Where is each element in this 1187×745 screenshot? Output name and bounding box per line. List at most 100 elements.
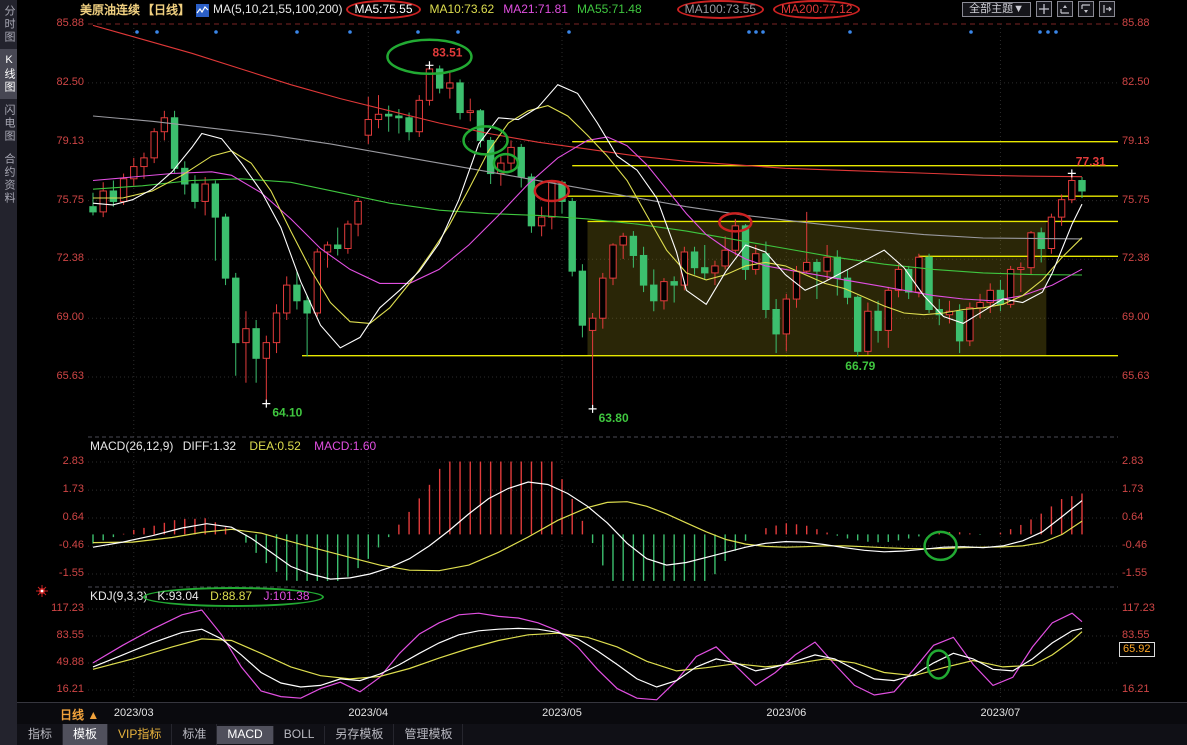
kdj-header: KDJ(9,3,3) K:93.04 D:88.87 J:101.38 — [90, 587, 324, 607]
price-annotation: 64.10 — [272, 406, 302, 420]
ma-settings-label: MA(5,10,21,55,100,200) — [213, 2, 343, 16]
ma-legend-value: MA55:71.48 — [576, 2, 642, 16]
sidebar-item-view[interactable]: 闪电图 — [3, 104, 15, 143]
candle — [119, 178, 128, 202]
event-marker-dot[interactable] — [1038, 30, 1042, 34]
event-marker-dot[interactable] — [295, 30, 299, 34]
alert-icon — [36, 584, 48, 602]
kline-type-icon[interactable] — [196, 3, 210, 17]
pane-down-icon[interactable] — [1078, 1, 1094, 17]
candle — [690, 251, 699, 269]
axis-label: 69.00 — [1122, 311, 1150, 324]
gridlines — [88, 23, 1118, 700]
sidebar-item-active[interactable]: K线图 — [0, 49, 17, 99]
tab-指标[interactable]: 指标 — [18, 724, 64, 745]
candle — [160, 117, 169, 133]
tab-模板[interactable]: 模板 — [63, 724, 109, 745]
candle — [456, 82, 464, 114]
macd-diff-value: DIFF:1.32 — [182, 439, 237, 453]
candle — [1047, 216, 1056, 249]
tab-管理模板[interactable]: 管理模板 — [394, 724, 464, 745]
candle — [1078, 180, 1086, 192]
macd-header: MACD(26,12,9) DIFF:1.32 DEA:0.52 MACD:1.… — [90, 439, 376, 453]
event-marker-dot[interactable] — [348, 30, 352, 34]
event-marker-dot[interactable] — [1046, 30, 1050, 34]
header-toolbar: 全部主题▼ — [962, 1, 1115, 17]
sidebar-item-view[interactable]: 分时图 — [3, 5, 15, 44]
candle — [853, 296, 862, 352]
instrument-title[interactable]: 美原油连续 — [80, 2, 141, 17]
kdj-values-circled: K:93.04 D:88.87 J:101.38 — [143, 587, 324, 607]
kdj-title[interactable]: KDJ(9,3,3) — [90, 589, 148, 603]
axis-label: 69.00 — [56, 311, 84, 324]
axis-label: 65.63 — [56, 369, 84, 382]
time-axis-label: 2023/04 — [348, 707, 389, 719]
candle — [955, 310, 964, 342]
candle — [334, 244, 342, 249]
extreme-marker — [588, 404, 597, 413]
tab-另存模板[interactable]: 另存模板 — [325, 724, 395, 745]
event-marker-dot[interactable] — [1054, 30, 1058, 34]
axis-label: 82.50 — [1122, 75, 1150, 88]
axis-label: -1.55 — [1122, 567, 1148, 580]
tab-BOLL[interactable]: BOLL — [274, 725, 326, 744]
tab-MACD[interactable]: MACD — [217, 725, 274, 744]
series-line — [92, 631, 1083, 680]
pane-exit-icon[interactable] — [1099, 1, 1115, 17]
time-axis-label: 2023/03 — [113, 707, 154, 719]
event-marker-dot[interactable] — [416, 30, 420, 34]
ma-legend-value: MA10:73.62 — [429, 2, 495, 16]
series-line — [92, 178, 1083, 276]
tab-标准[interactable]: 标准 — [172, 724, 218, 745]
price-annotation: 83.51 — [432, 45, 462, 59]
tab-VIP指标[interactable]: VIP指标 — [108, 724, 173, 745]
event-marker-dot[interactable] — [135, 30, 139, 34]
crosshair-icon[interactable] — [1036, 1, 1052, 17]
candle — [803, 261, 811, 272]
extreme-marker — [425, 61, 434, 70]
event-marker-dot[interactable] — [761, 30, 765, 34]
candle — [323, 244, 332, 253]
candle — [221, 216, 230, 279]
event-marker-dot[interactable] — [747, 30, 751, 34]
axis-label: 0.64 — [62, 511, 84, 524]
kdj-j-value: J:101.38 — [263, 589, 310, 603]
theme-selector-button[interactable]: 全部主题▼ — [962, 1, 1031, 17]
axis-label: -0.46 — [58, 539, 84, 552]
axis-label: 82.50 — [56, 75, 84, 88]
event-marker-dot[interactable] — [214, 30, 218, 34]
candle — [150, 131, 158, 159]
series-line — [92, 24, 1083, 178]
candle — [823, 256, 831, 272]
event-marker-dot[interactable] — [155, 30, 159, 34]
annotations: 83.51 64.10 63.80 66.79 77.31 — [262, 38, 1106, 425]
time-axis: 日线 ▲ 2023/03 2023/04 2023/05 2023/06 2023/07 — [0, 702, 1187, 726]
kdj-panel — [92, 609, 1083, 701]
candle — [701, 267, 709, 274]
axis-label: 83.55 — [56, 629, 84, 641]
candle — [874, 310, 882, 331]
candle — [242, 328, 250, 344]
chart-header: 美原油连续 【日线】 MA(5,10,21,55,100,200) MA5:75… — [17, 0, 1187, 19]
event-marker-dot[interactable] — [567, 30, 571, 34]
event-marker-dot[interactable] — [848, 30, 852, 34]
sidebar: 分时图 K线图闪电图合约资料 — [0, 0, 17, 745]
macd-title[interactable]: MACD(26,12,9) — [90, 439, 174, 453]
pane-up-icon[interactable] — [1057, 1, 1073, 17]
event-marker-dot[interactable] — [969, 30, 973, 34]
candle — [884, 289, 892, 331]
series-line — [92, 136, 1083, 302]
axis-label: 79.13 — [1122, 134, 1150, 147]
candle — [374, 113, 383, 121]
kdj-cursor-value: 65.92 — [1119, 642, 1155, 657]
period-label[interactable]: 【日线】 — [142, 2, 191, 17]
event-marker-dot[interactable] — [754, 30, 758, 34]
event-marker-dot[interactable] — [456, 30, 460, 34]
candle — [446, 82, 454, 89]
sidebar-item-view[interactable]: 合约资料 — [3, 153, 15, 205]
candle — [130, 166, 138, 180]
period-toggle[interactable]: 日线 ▲ — [60, 708, 100, 722]
candle — [772, 309, 780, 335]
